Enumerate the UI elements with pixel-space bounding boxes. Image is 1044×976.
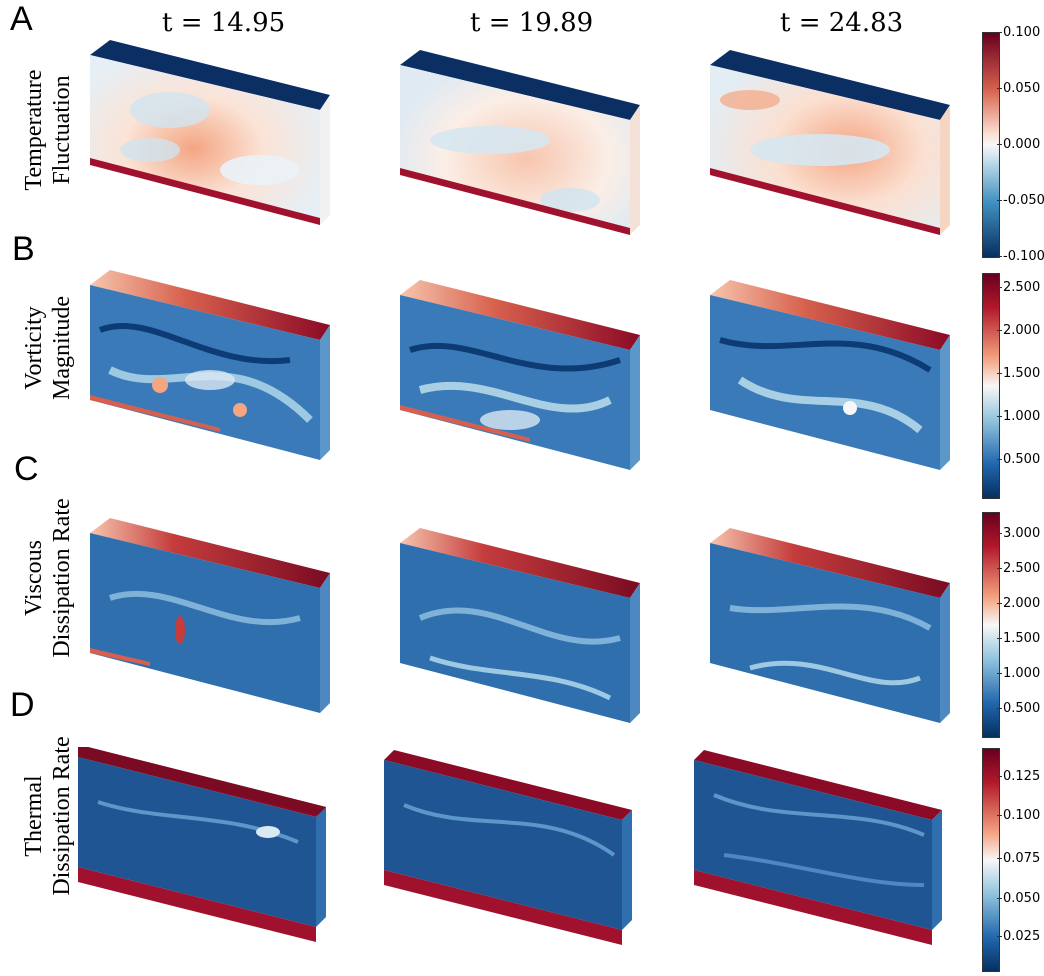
colorbar-d-tick-1: 0.125 — [996, 769, 1041, 784]
thermal-box-3 — [694, 750, 942, 945]
vorticity-box-3 — [710, 280, 950, 470]
viscous-box-3 — [710, 528, 950, 723]
panel-letter-a: A — [10, 0, 33, 38]
colorbar-viscous — [982, 512, 1000, 738]
temperature-box-2 — [400, 50, 640, 235]
colorbar-thermal — [982, 748, 1000, 972]
time-header-1: t = 14.95 — [162, 8, 286, 38]
viscous-box-2 — [400, 528, 640, 723]
row-label-vorticity: Vorticity Magnitude — [21, 296, 75, 400]
row-label-thermal: Thermal Dissipation Rate — [21, 736, 75, 896]
colorbar-b-tick-4: 1.000 — [996, 409, 1041, 424]
colorbar-c-tick-5: 1.000 — [996, 666, 1041, 681]
time-header-3: t = 24.83 — [780, 8, 904, 38]
panel-letter-c: C — [14, 450, 39, 488]
row-label-temperature: Temperature Fluctuation — [21, 69, 75, 191]
viscous-box-1 — [90, 518, 330, 713]
colorbar-d-tick-5: 0.025 — [996, 929, 1041, 944]
colorbar-c-tick-3: 2.000 — [996, 596, 1041, 611]
vorticity-box-1 — [90, 270, 330, 460]
temperature-box-1 — [90, 40, 330, 225]
vorticity-box-2 — [400, 280, 640, 470]
colorbar-c-tick-2: 2.500 — [996, 561, 1041, 576]
colorbar-d-tick-3: 0.075 — [996, 851, 1041, 866]
colorbar-c-tick-6: 0.500 — [996, 701, 1041, 716]
colorbar-a-tick-3: 0.000 — [996, 137, 1041, 152]
thermal-box-1 — [78, 747, 326, 942]
colorbar-c-tick-1: 3.000 — [996, 526, 1041, 541]
thermal-box-2 — [384, 750, 632, 945]
time-header-2: t = 19.89 — [470, 8, 594, 38]
colorbar-vorticity — [982, 273, 1000, 499]
colorbar-a-tick-4: -0.050 — [997, 193, 1044, 208]
colorbar-d-tick-4: 0.050 — [996, 891, 1041, 906]
row-label-viscous: Viscous Dissipation Rate — [21, 498, 75, 658]
colorbar-b-tick-3: 1.500 — [996, 366, 1041, 381]
colorbar-b-tick-1: 2.500 — [996, 280, 1041, 295]
colorbar-b-tick-5: 0.500 — [996, 452, 1041, 467]
panel-letter-d: D — [10, 686, 35, 724]
colorbar-a-tick-1: 0.100 — [996, 25, 1041, 40]
panel-letter-b: B — [12, 230, 35, 268]
colorbar-a-tick-5: -0.100 — [997, 249, 1044, 264]
colorbar-b-tick-2: 2.000 — [996, 323, 1041, 338]
colorbar-a-tick-2: 0.050 — [996, 81, 1041, 96]
colorbar-temperature — [982, 32, 1000, 258]
colorbar-d-tick-2: 0.100 — [996, 808, 1041, 823]
temperature-box-3 — [710, 50, 950, 235]
colorbar-c-tick-4: 1.500 — [996, 631, 1041, 646]
